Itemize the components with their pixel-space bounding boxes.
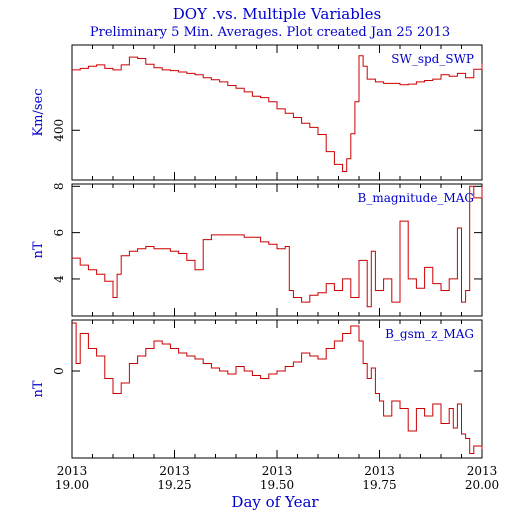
y-axis-label: Km/sec <box>31 88 46 136</box>
x-tick-year-label: 2013 <box>159 464 190 478</box>
x-tick-year-label: 2013 <box>262 464 293 478</box>
chart-title: DOY .vs. Multiple Variables <box>173 5 381 23</box>
x-tick-doy-label: 19.50 <box>260 478 294 492</box>
x-tick-doy-label: 19.25 <box>157 478 191 492</box>
chart-subtitle: Preliminary 5 Min. Averages. Plot create… <box>90 25 450 40</box>
y-tick-label: 8 <box>52 182 66 190</box>
x-axis-label: Day of Year <box>231 493 319 511</box>
series-label: B_magnitude_MAG <box>358 191 474 205</box>
x-tick-doy-label: 19.00 <box>55 478 89 492</box>
x-tick-year-label: 2013 <box>57 464 88 478</box>
series-label: B_gsm_z_MAG <box>385 327 474 341</box>
series-label: SW_spd_SWP <box>391 52 474 66</box>
series-line <box>72 322 483 454</box>
x-tick-year-label: 2013 <box>467 464 498 478</box>
x-tick-doy-label: 20.00 <box>465 478 499 492</box>
y-axis-label: nT <box>31 241 46 258</box>
series-line <box>72 55 483 172</box>
x-tick-doy-label: 19.75 <box>362 478 396 492</box>
panels: 400 Km/sec SW_spd_SWP 4 6 8 nT B_magnitude_MAG 0… <box>31 44 483 459</box>
panel-2: 4 6 8 nT B_magnitude_MAG <box>31 182 483 317</box>
panel-1: 400 Km/sec SW_spd_SWP <box>31 44 483 181</box>
y-axis-label: nT <box>31 380 46 397</box>
series-line <box>72 185 483 308</box>
x-tick-year-label: 2013 <box>364 464 395 478</box>
x-axis: 201319.00201319.25201319.50201319.752013… <box>55 464 499 492</box>
y-tick-label: 400 <box>52 119 66 142</box>
panel-3: 0 nT B_gsm_z_MAG <box>31 319 483 459</box>
y-tick-label: 4 <box>52 275 66 283</box>
y-tick-label: 6 <box>52 229 66 237</box>
y-tick-label: 0 <box>52 367 66 375</box>
